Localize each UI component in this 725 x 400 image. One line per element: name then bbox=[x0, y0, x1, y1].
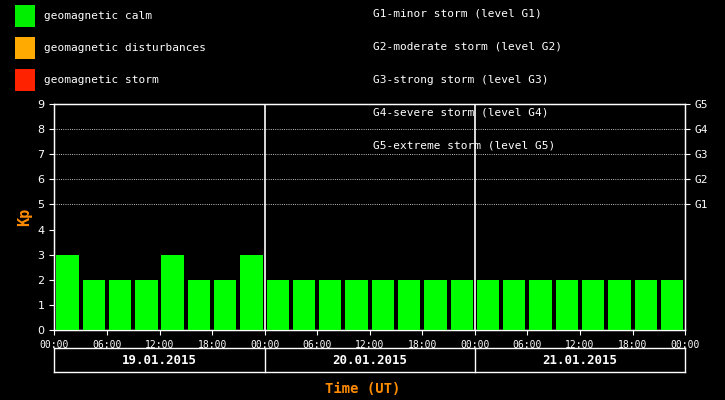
Bar bbox=[240, 255, 262, 330]
Bar bbox=[503, 280, 526, 330]
Bar bbox=[293, 280, 315, 330]
Bar bbox=[345, 280, 368, 330]
Text: Time (UT): Time (UT) bbox=[325, 382, 400, 396]
Bar bbox=[214, 280, 236, 330]
Text: 21.01.2015: 21.01.2015 bbox=[542, 354, 618, 366]
Text: geomagnetic disturbances: geomagnetic disturbances bbox=[44, 43, 205, 53]
Bar bbox=[555, 280, 578, 330]
Bar bbox=[162, 255, 184, 330]
Text: G2-moderate storm (level G2): G2-moderate storm (level G2) bbox=[373, 42, 563, 52]
Bar bbox=[634, 280, 657, 330]
Y-axis label: Kp: Kp bbox=[17, 208, 32, 226]
Bar bbox=[582, 280, 605, 330]
Bar bbox=[660, 280, 683, 330]
Bar bbox=[319, 280, 341, 330]
Bar bbox=[529, 280, 552, 330]
Bar bbox=[477, 280, 500, 330]
Bar bbox=[109, 280, 131, 330]
Text: 20.01.2015: 20.01.2015 bbox=[332, 354, 407, 366]
Bar bbox=[57, 255, 79, 330]
Text: G5-extreme storm (level G5): G5-extreme storm (level G5) bbox=[373, 140, 555, 150]
Bar bbox=[267, 280, 289, 330]
Bar bbox=[372, 280, 394, 330]
Text: G3-strong storm (level G3): G3-strong storm (level G3) bbox=[373, 74, 549, 85]
Bar bbox=[608, 280, 631, 330]
Bar bbox=[135, 280, 157, 330]
Text: geomagnetic storm: geomagnetic storm bbox=[44, 75, 158, 85]
Bar bbox=[450, 280, 473, 330]
Text: geomagnetic calm: geomagnetic calm bbox=[44, 11, 152, 21]
Bar bbox=[398, 280, 420, 330]
Text: 19.01.2015: 19.01.2015 bbox=[122, 354, 197, 366]
Bar bbox=[424, 280, 447, 330]
Bar bbox=[188, 280, 210, 330]
Text: G1-minor storm (level G1): G1-minor storm (level G1) bbox=[373, 9, 542, 19]
Bar bbox=[83, 280, 105, 330]
Text: G4-severe storm (level G4): G4-severe storm (level G4) bbox=[373, 108, 549, 118]
